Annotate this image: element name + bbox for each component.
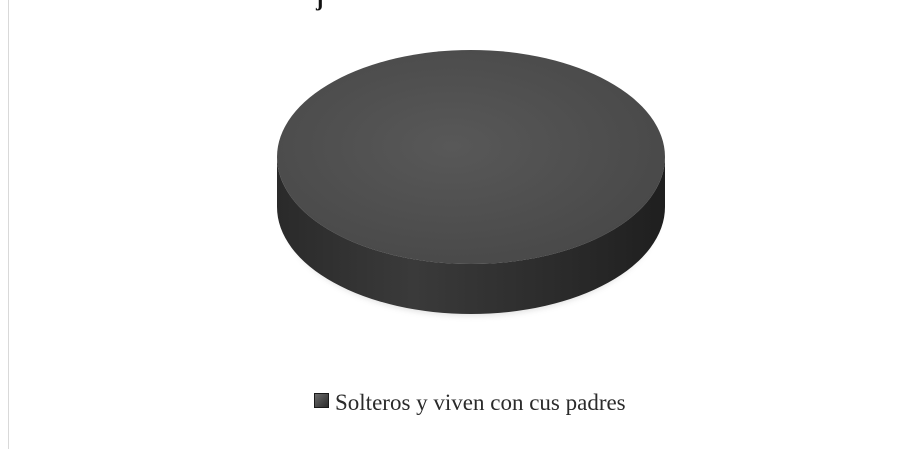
legend-label: Solteros y viven con cus padres — [335, 390, 626, 415]
legend-swatch — [314, 392, 329, 408]
pie-slice-0 — [277, 50, 665, 264]
chart-legend: Solteros y viven con cus padres — [314, 390, 626, 416]
left-border — [8, 0, 9, 449]
pie-slice-0-side — [277, 157, 665, 314]
chart-title-fragment: j — [316, 0, 323, 12]
